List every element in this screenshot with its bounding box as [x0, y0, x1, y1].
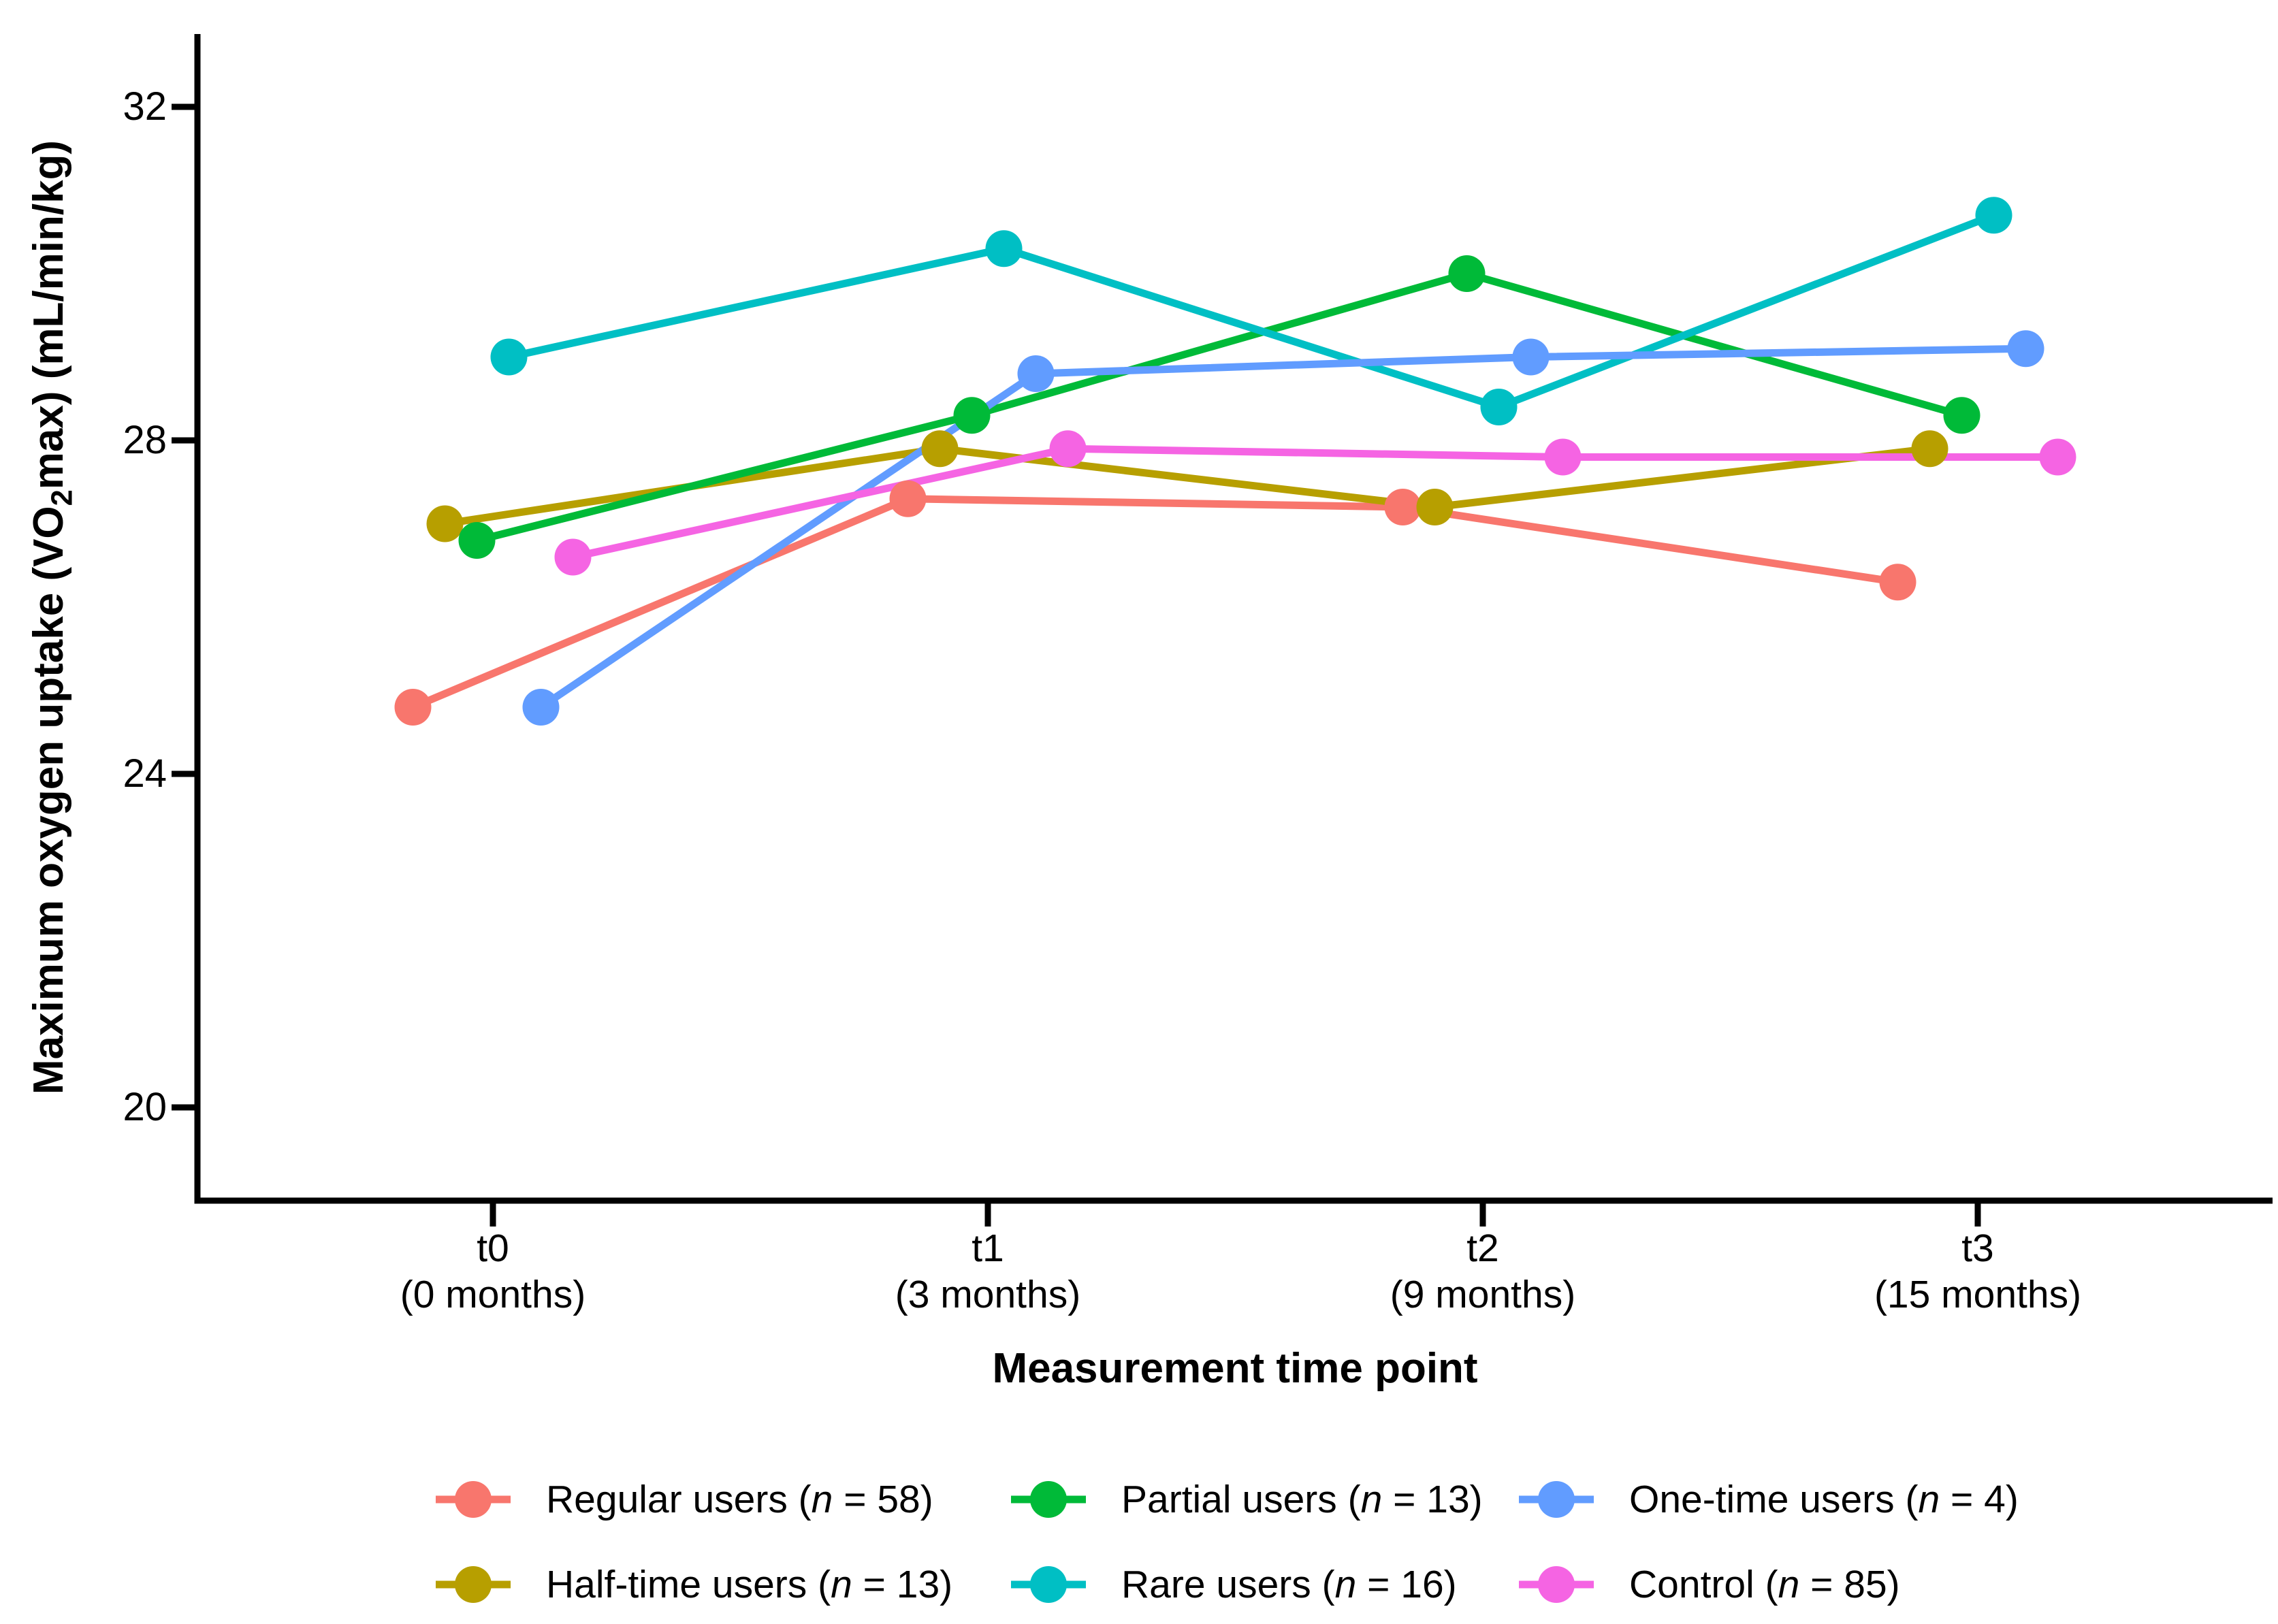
x-tick-time-label: t0	[477, 1227, 509, 1270]
x-tick-months-label: (9 months)	[1390, 1273, 1576, 1316]
legend-key-icon	[436, 1481, 511, 1518]
legend-label: One-time users (n = 4)	[1629, 1478, 2019, 1521]
data-point	[1049, 430, 1087, 468]
x-tick-time-label: t3	[1961, 1227, 1994, 1270]
data-point	[554, 538, 592, 576]
data-point	[2007, 330, 2044, 368]
x-tick-label: t3 (15 months)	[1760, 1225, 2196, 1318]
series-line	[508, 212, 1995, 411]
y-tick-label: 24	[123, 751, 167, 796]
legend-key-dot	[455, 1481, 492, 1518]
data-point	[953, 397, 991, 434]
x-tick-label: t1 (3 months)	[770, 1225, 1206, 1318]
data-point	[1448, 255, 1486, 292]
legend-label: Half-time users (n = 13)	[546, 1563, 953, 1606]
data-point	[426, 505, 464, 542]
series-line	[572, 444, 2058, 561]
y-tick-label: 28	[123, 418, 167, 462]
data-point	[921, 430, 959, 468]
data-point	[1480, 389, 1518, 425]
data-point	[1943, 397, 1980, 434]
y-tick-label: 20	[123, 1085, 167, 1129]
data-point	[1544, 438, 1582, 476]
legend-item: One-time users (n = 4)	[1519, 1476, 2019, 1523]
data-point	[522, 689, 560, 726]
legend-label: Control (n = 85)	[1629, 1563, 1900, 1606]
series-line	[411, 495, 1899, 711]
legend-label: Rare users (n = 16)	[1121, 1563, 1457, 1606]
y-tick-label: 32	[123, 84, 167, 129]
legend-label: Regular users (n = 58)	[546, 1478, 933, 1521]
legend-item: Control (n = 85)	[1519, 1561, 1900, 1608]
data-point	[985, 230, 1023, 267]
legend-item: Half-time users (n = 13)	[436, 1561, 952, 1608]
data-point	[1911, 430, 1948, 468]
legend-key-dot	[455, 1566, 492, 1603]
x-tick-label: t2 (9 months)	[1265, 1225, 1701, 1318]
data-point	[2039, 438, 2076, 476]
data-point	[1017, 355, 1055, 392]
data-point	[889, 480, 927, 517]
series-line	[539, 344, 2026, 711]
legend-item: Regular users (n = 58)	[436, 1476, 933, 1523]
x-axis-title: Measurement time point	[992, 1345, 1478, 1392]
data-point	[1384, 489, 1422, 525]
legend-item: Partial users (n = 13)	[1011, 1476, 1483, 1523]
legend-item: Rare users (n = 16)	[1011, 1561, 1457, 1608]
legend-key-dot	[1538, 1481, 1575, 1518]
data-point	[458, 522, 496, 559]
data-point	[394, 689, 432, 726]
data-point	[490, 338, 528, 376]
y-axis-title: Maximum oxygen uptake (VO2max) (mL/min/k…	[25, 140, 79, 1095]
legend-key-icon	[1519, 1481, 1594, 1518]
x-tick-months-label: (3 months)	[895, 1273, 1081, 1316]
x-tick-label: t0 (0 months)	[275, 1225, 711, 1318]
data-point	[1512, 338, 1550, 376]
legend-key-dot	[1030, 1566, 1067, 1603]
data-point	[1879, 564, 1916, 601]
x-tick-months-label: (0 months)	[400, 1273, 586, 1316]
series-line	[476, 270, 1963, 545]
data-point	[1975, 197, 2012, 234]
legend-label: Partial users (n = 13)	[1121, 1478, 1483, 1521]
x-tick-time-label: t1	[972, 1227, 1004, 1270]
legend-key-icon	[1011, 1481, 1086, 1518]
legend-key-icon	[1011, 1566, 1086, 1603]
data-point	[1416, 489, 1454, 525]
x-tick-time-label: t2	[1466, 1227, 1499, 1270]
legend-key-icon	[436, 1566, 511, 1603]
legend-key-dot	[1538, 1566, 1575, 1603]
legend-key-icon	[1519, 1566, 1594, 1603]
x-tick-months-label: (15 months)	[1874, 1273, 2082, 1316]
legend-key-dot	[1030, 1481, 1067, 1518]
